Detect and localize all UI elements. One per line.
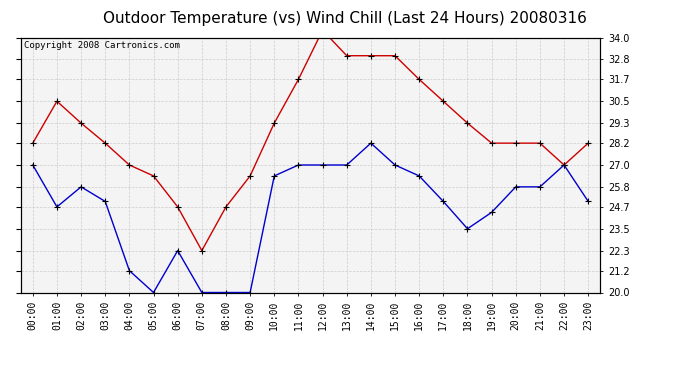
Text: Outdoor Temperature (vs) Wind Chill (Last 24 Hours) 20080316: Outdoor Temperature (vs) Wind Chill (Las… [103, 11, 587, 26]
Text: Copyright 2008 Cartronics.com: Copyright 2008 Cartronics.com [23, 41, 179, 50]
